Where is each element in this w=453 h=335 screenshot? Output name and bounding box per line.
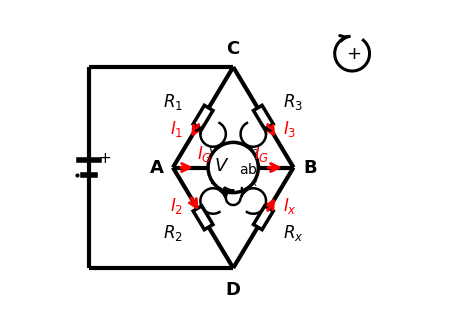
Polygon shape xyxy=(193,105,213,129)
Text: C: C xyxy=(226,40,240,58)
Text: $I_x$: $I_x$ xyxy=(283,196,297,216)
Text: $v_x$: $v_x$ xyxy=(244,176,259,189)
Text: B: B xyxy=(303,158,317,177)
Circle shape xyxy=(208,142,258,193)
Polygon shape xyxy=(193,206,213,230)
Polygon shape xyxy=(253,105,273,129)
Text: $R_x$: $R_x$ xyxy=(283,223,304,243)
Text: $I_1$: $I_1$ xyxy=(169,119,183,139)
Text: $R_3$: $R_3$ xyxy=(284,92,304,112)
Text: $+$: $+$ xyxy=(98,151,111,166)
Text: $v_1$: $v_1$ xyxy=(208,146,222,159)
Text: D: D xyxy=(226,281,241,299)
Text: $R_1$: $R_1$ xyxy=(163,92,183,112)
Text: $I_2$: $I_2$ xyxy=(170,196,183,216)
Text: $\mathregular{ab}$: $\mathregular{ab}$ xyxy=(239,162,258,177)
Text: $I_3$: $I_3$ xyxy=(284,119,297,139)
Text: $+$: $+$ xyxy=(346,45,361,63)
Text: $R_2$: $R_2$ xyxy=(163,223,183,243)
Polygon shape xyxy=(253,206,273,230)
Text: $v_2$: $v_2$ xyxy=(245,146,259,159)
Text: $I_G$: $I_G$ xyxy=(197,144,212,164)
Text: A: A xyxy=(149,158,164,177)
Text: $v_2$: $v_2$ xyxy=(208,176,222,189)
Text: $V$: $V$ xyxy=(214,157,230,175)
Text: $I_G$: $I_G$ xyxy=(254,144,270,164)
